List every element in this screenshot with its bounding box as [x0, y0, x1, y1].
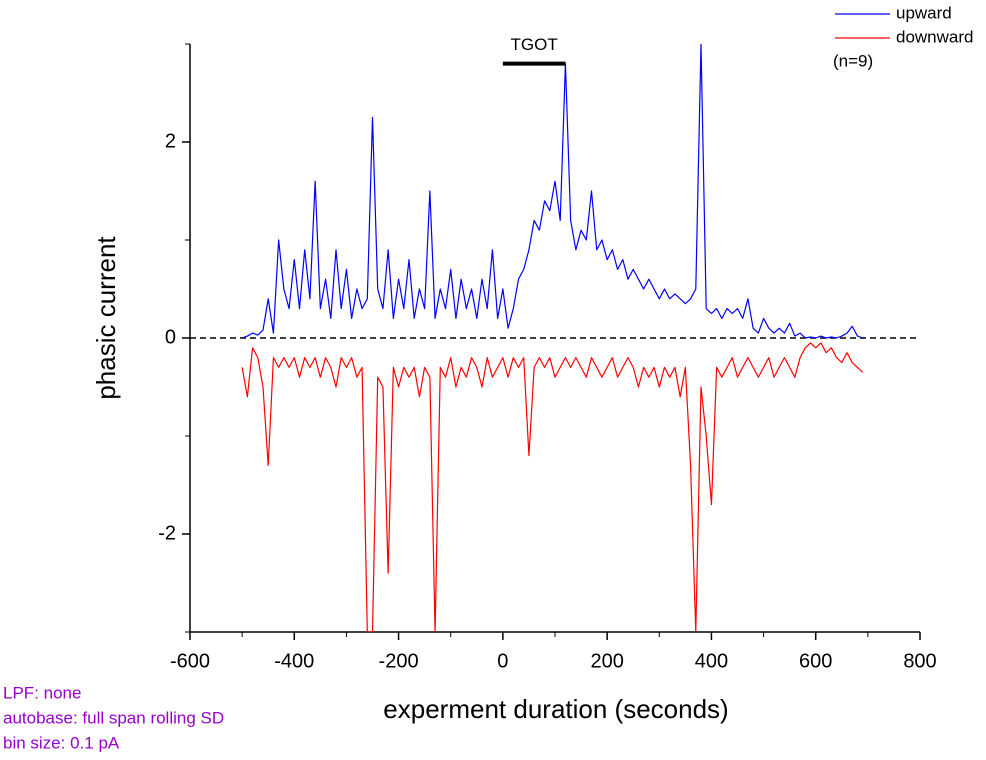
data-line	[241, 44, 863, 339]
legend-note: (n=9)	[833, 51, 873, 70]
x-tick-label: -400	[274, 650, 314, 672]
x-tick-label: -200	[379, 650, 419, 672]
y-axis-title: phasic current	[91, 236, 121, 400]
x-tick-label: 600	[799, 650, 832, 672]
note: autobase: full span rolling SD	[3, 708, 224, 727]
x-tick-label: -600	[170, 650, 210, 672]
x-tick-label: 400	[695, 650, 728, 672]
annotation-label: TGOT	[511, 35, 558, 54]
data-line	[241, 342, 864, 632]
y-tick-label: -2	[158, 522, 176, 544]
y-tick-label: 2	[165, 130, 176, 152]
y-tick-label: 0	[165, 326, 176, 348]
x-tick-label: 800	[903, 650, 936, 672]
x-axis-title: experment duration (seconds)	[383, 694, 728, 724]
note: bin size: 0.1 pA	[3, 733, 120, 752]
x-tick-label: 0	[497, 650, 508, 672]
legend-label: downward	[896, 27, 974, 46]
note: LPF: none	[3, 683, 81, 702]
plot-area	[241, 44, 864, 632]
x-tick-label: 200	[590, 650, 623, 672]
legend-label: upward	[896, 3, 952, 22]
